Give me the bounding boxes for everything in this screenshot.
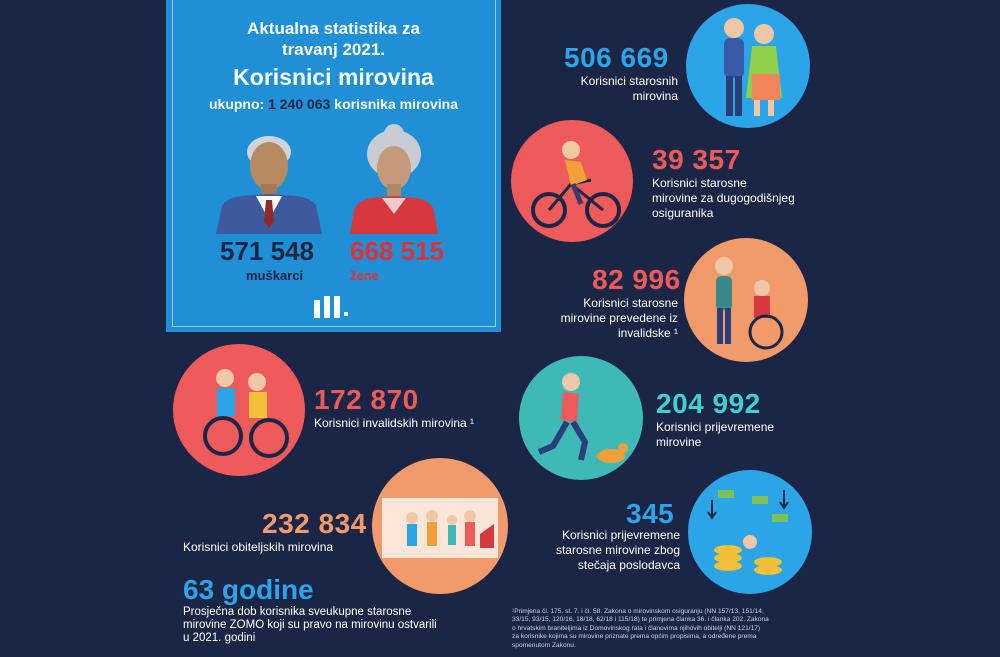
elderly-couple-icon <box>686 4 810 128</box>
women-value: 668 515 <box>350 236 444 266</box>
wheelchair-caregiver-icon <box>684 238 808 362</box>
senior-cyclist-icon <box>511 120 633 242</box>
falling-money-icon <box>688 470 812 594</box>
stat-prijevremene-value: 204 992 <box>656 388 761 419</box>
stat-invalidske-label: Korisnici invalidskih mirovina ¹ <box>314 416 475 430</box>
men-label: muškarci <box>246 268 304 283</box>
stat-obiteljske-label: Korisnici obiteljskih mirovina <box>183 540 334 554</box>
summary-heading-line2: travanj 2021. <box>281 40 385 59</box>
stat-prevedene-label: Korisnici starosne mirovine prevedene iz i… <box>560 296 678 340</box>
woman-icon <box>350 124 438 234</box>
stat-prijevremene-label: Korisnici prijevremene mirovine <box>656 420 775 449</box>
stat-dugogodisnji-label: Korisnici starosne mirovine za dugogodišn… <box>652 176 795 220</box>
age-description: Prosječna dob korisnika sveukupne staros… <box>183 606 437 644</box>
age-value: 63 godine <box>183 574 314 605</box>
summary-total: ukupno: 1 240 063 korisnika mirovina <box>166 96 501 112</box>
total-suffix: korisnika mirovina <box>334 96 458 112</box>
stat-starosne-value: 506 669 <box>564 42 669 73</box>
summary-panel: Aktualna statistika za travanj 2021. Kor… <box>166 0 501 332</box>
total-value: 1 240 063 <box>268 96 331 112</box>
summary-heading: Aktualna statistika za travanj 2021. <box>166 18 501 60</box>
stat-prevedene-value: 82 996 <box>592 264 681 295</box>
men-value: 571 548 <box>220 236 314 266</box>
women-label: žene <box>350 268 379 283</box>
stat-obiteljske-value: 232 834 <box>262 508 367 539</box>
man-icon <box>216 136 322 234</box>
summary-frame <box>172 0 496 327</box>
stat-dugogodisnji-value: 39 357 <box>652 144 741 175</box>
footnote: ¹Primjena čl. 175. st. 7. i čl. 58. Zako… <box>512 608 769 649</box>
family-icon <box>372 458 508 594</box>
stat-invalidske-value: 172 870 <box>314 384 419 415</box>
logo-icon <box>314 296 348 318</box>
runner-with-dog-icon <box>519 356 643 480</box>
stat-stecaj-value: 345 <box>626 498 675 529</box>
summary-title: Korisnici mirovina <box>233 64 434 90</box>
stat-starosne-label: Korisnici starosnih mirovina <box>580 74 678 103</box>
stat-stecaj-label: Korisnici prijevremene starosne mirovine … <box>555 528 680 572</box>
summary-heading-line1: Aktualna statistika za <box>247 19 420 38</box>
wheelchair-couple-icon <box>173 344 305 476</box>
total-prefix: ukupno: <box>208 96 265 112</box>
